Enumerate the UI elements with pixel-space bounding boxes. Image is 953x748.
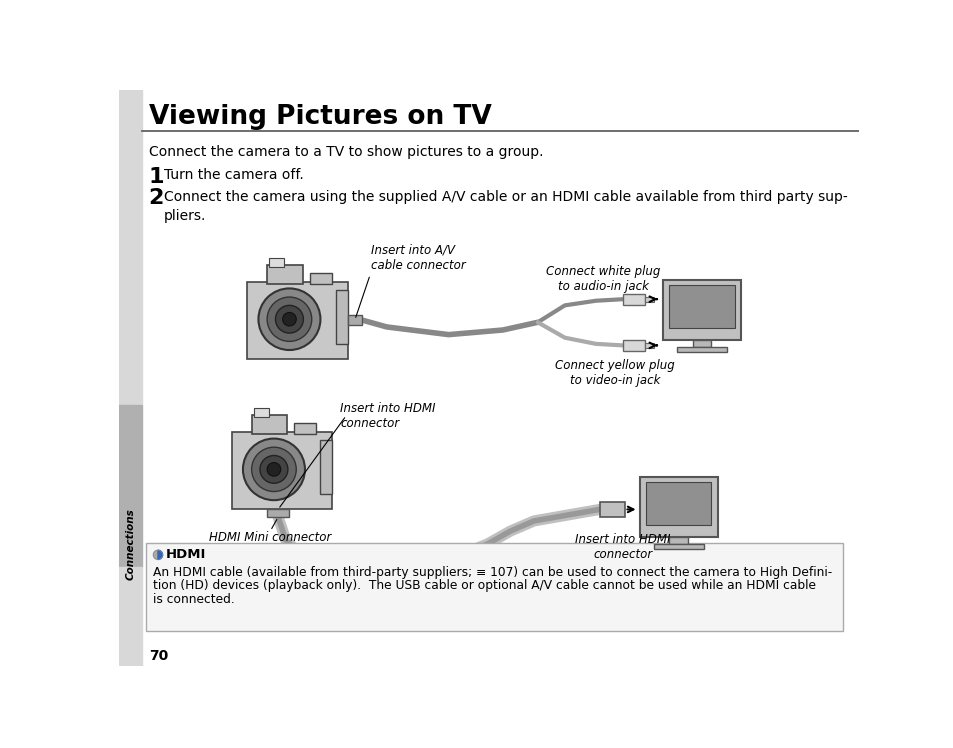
Text: Connect the camera to a TV to show pictures to a group.: Connect the camera to a TV to show pictu… (149, 145, 542, 159)
Bar (599, 502, 624, 517)
Bar (644, 297, 654, 301)
Text: 2: 2 (149, 188, 164, 209)
Text: HDMI: HDMI (166, 548, 206, 561)
Text: Connect white plug
to audio-in jack: Connect white plug to audio-in jack (546, 265, 660, 292)
Text: is connected.: is connected. (153, 593, 234, 607)
Bar (253, 408, 269, 417)
Circle shape (267, 297, 312, 341)
Text: Connect yellow plug
to video-in jack: Connect yellow plug to video-in jack (555, 359, 675, 387)
Bar (269, 257, 284, 267)
Bar (645, 482, 711, 525)
Text: Insert into HDMI
connector: Insert into HDMI connector (575, 533, 670, 560)
Bar (335, 290, 348, 344)
Wedge shape (158, 551, 162, 560)
Bar (247, 282, 348, 359)
Bar (348, 315, 361, 325)
Bar (320, 440, 332, 494)
Text: Connections: Connections (126, 508, 135, 580)
Bar (677, 347, 726, 352)
Circle shape (267, 462, 280, 476)
Bar (662, 280, 740, 340)
Bar (146, 542, 842, 631)
Bar (119, 90, 142, 405)
Bar (267, 266, 302, 283)
Bar (289, 308, 314, 330)
Text: 70: 70 (149, 649, 168, 663)
Bar (669, 537, 687, 544)
Circle shape (252, 447, 296, 491)
Circle shape (258, 289, 320, 350)
Bar (119, 567, 142, 666)
Bar (232, 432, 332, 509)
Circle shape (282, 313, 296, 326)
Bar (644, 343, 654, 348)
Text: Insert into HDMI
connector: Insert into HDMI connector (340, 402, 436, 429)
Text: 1: 1 (149, 167, 164, 187)
Bar (622, 340, 644, 351)
Bar (622, 294, 644, 304)
Text: An HDMI cable (available from third-party suppliers; ≡ 107) can be used to conne: An HDMI cable (available from third-part… (153, 565, 832, 579)
Bar (267, 509, 289, 517)
Circle shape (243, 438, 305, 500)
Bar (669, 284, 734, 328)
Bar (692, 340, 711, 347)
Circle shape (260, 456, 288, 483)
Text: Viewing Pictures on TV: Viewing Pictures on TV (149, 104, 491, 129)
Bar (274, 459, 298, 480)
Bar (294, 423, 316, 434)
Bar (252, 415, 287, 434)
Wedge shape (153, 551, 158, 560)
Text: Turn the camera off.: Turn the camera off. (164, 168, 304, 183)
Bar (654, 544, 703, 549)
Bar (119, 405, 142, 567)
Circle shape (275, 305, 303, 333)
Text: Insert into A/V
cable connector: Insert into A/V cable connector (355, 244, 465, 317)
Text: tion (HD) devices (playback only).  The USB cable or optional A/V cable cannot b: tion (HD) devices (playback only). The U… (153, 580, 816, 592)
Bar (310, 273, 332, 283)
Bar (639, 477, 717, 537)
Text: Connect the camera using the supplied A/V cable or an HDMI cable available from : Connect the camera using the supplied A/… (164, 190, 847, 224)
Text: HDMI Mini connector: HDMI Mini connector (209, 531, 332, 544)
